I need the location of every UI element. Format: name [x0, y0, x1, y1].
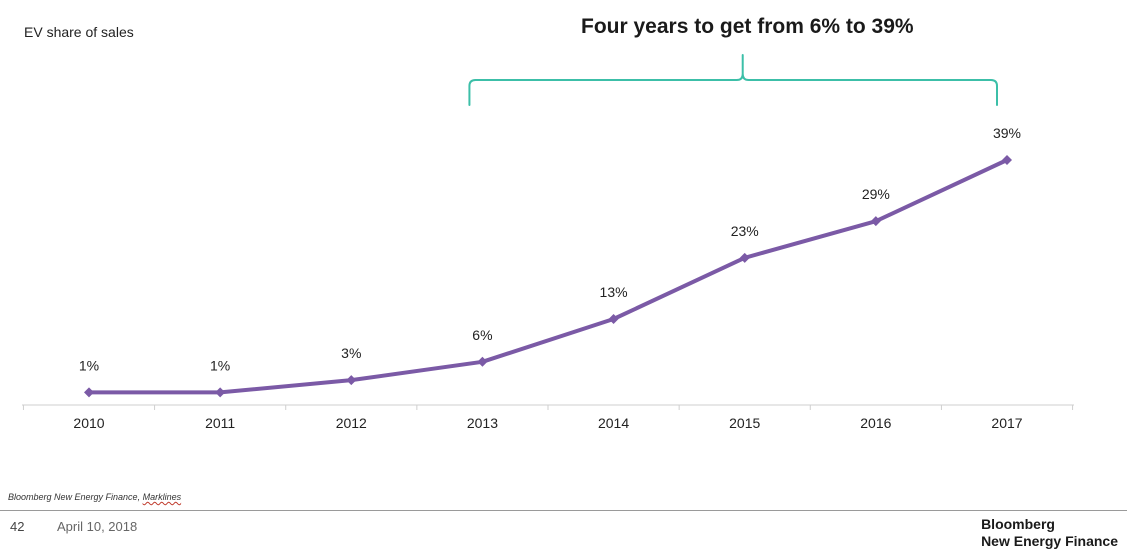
bracket-path: [468, 54, 998, 106]
brand-line-1: Bloomberg: [981, 516, 1055, 532]
x-tick-label-2016: 2016: [860, 415, 891, 431]
data-label-2017: 39%: [993, 125, 1021, 141]
x-axis: [22, 404, 1074, 410]
data-point-2011: [215, 387, 226, 398]
source-note: Bloomberg New Energy Finance, Marklines: [8, 492, 181, 502]
data-point-2016: [870, 216, 881, 227]
source-link-marklines: Marklines: [142, 492, 182, 502]
page-number: 42: [10, 519, 25, 534]
brand-logo: Bloomberg New Energy Finance: [981, 516, 1118, 550]
x-tick-label-2013: 2013: [467, 415, 498, 431]
data-label-2013: 6%: [472, 327, 492, 343]
headline-annotation: Four years to get from 6% to 39%: [581, 15, 914, 38]
x-tick-label-2012: 2012: [336, 415, 367, 431]
data-label-2012: 3%: [341, 345, 361, 361]
x-tick-label-2017: 2017: [991, 415, 1022, 431]
data-label-2010: 1%: [79, 357, 99, 373]
data-point-2015: [739, 252, 750, 263]
annotation-bracket: [468, 54, 998, 106]
data-label-2011: 1%: [210, 357, 230, 373]
series-line: [84, 155, 1012, 398]
data-point-2010: [84, 387, 94, 398]
data-label-2014: 13%: [600, 284, 628, 300]
x-tick-label-2015: 2015: [729, 415, 760, 431]
x-tick-label-2011: 2011: [205, 415, 235, 431]
data-point-2014: [608, 314, 619, 324]
data-point-2017: [1002, 155, 1012, 165]
brand-line-2: New Energy Finance: [981, 533, 1118, 549]
x-tick-label-2010: 2010: [73, 415, 104, 431]
data-labels: 1% 1% 3% 6% 13% 23% 29% 39%: [79, 125, 1021, 373]
data-label-2015: 23%: [731, 223, 759, 239]
x-tick-labels: 2010 2011 2012 2013 2014 2015 2016 2017: [73, 415, 1022, 431]
series-path: [87, 158, 1009, 395]
x-tick-label-2014: 2014: [598, 415, 629, 431]
data-point-2013: [477, 356, 488, 367]
data-label-2016: 29%: [862, 186, 890, 202]
footer-date: April 10, 2018: [57, 519, 138, 534]
data-point-2012: [346, 375, 357, 386]
source-text: Bloomberg New Energy Finance,: [8, 492, 143, 502]
y-axis-label: EV share of sales: [24, 24, 134, 40]
footer-divider: [0, 510, 1127, 511]
